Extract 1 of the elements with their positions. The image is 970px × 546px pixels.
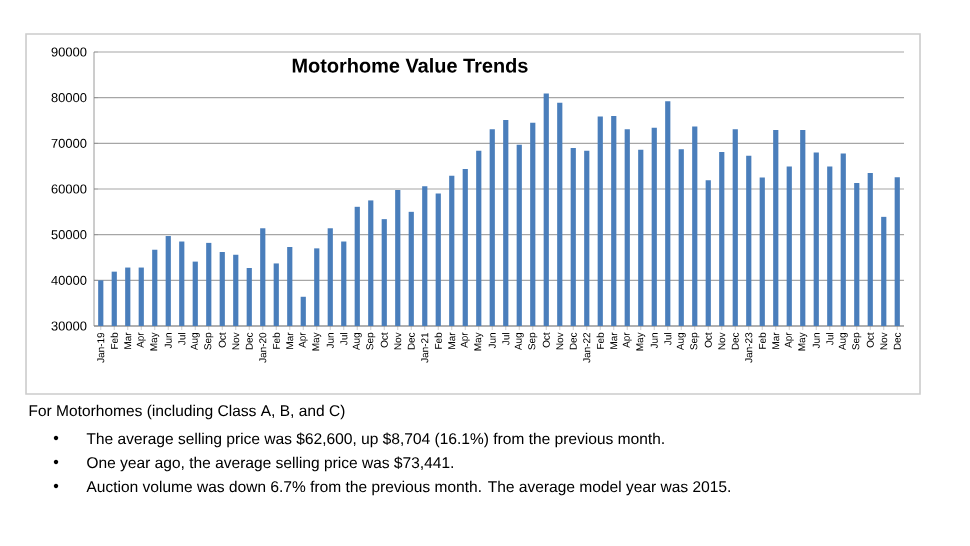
- chart-title: Motorhome Value Trends: [292, 58, 528, 73]
